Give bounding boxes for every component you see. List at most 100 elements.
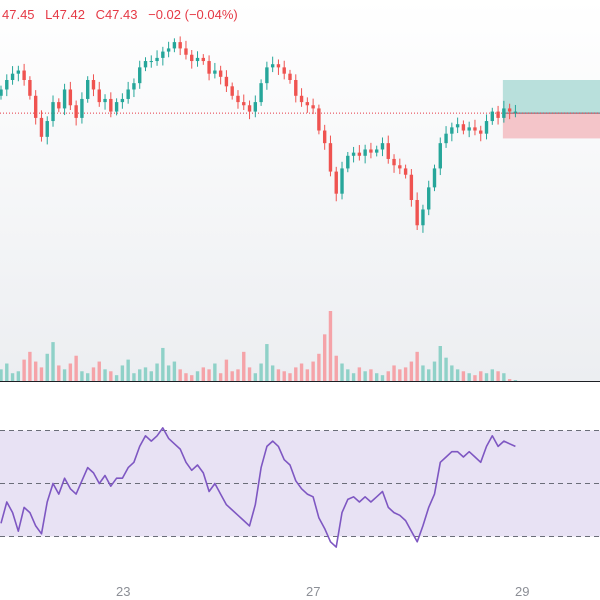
candle-body	[311, 105, 315, 109]
volume-bar	[120, 365, 125, 381]
volume-bar	[155, 363, 159, 381]
volume-bar	[97, 361, 101, 381]
volume-bar	[502, 373, 506, 381]
candle-body	[455, 124, 460, 128]
ohlc-legend: 47.45 L47.42 C47.43 −0.02 (−0.04%)	[2, 7, 245, 22]
candle-body	[97, 89, 101, 103]
volume-bar	[328, 311, 333, 381]
volume-bar	[62, 369, 67, 381]
candle-body	[375, 149, 379, 153]
candle-body	[86, 80, 90, 99]
volume-bar	[126, 359, 130, 381]
volume-bar	[415, 351, 419, 381]
volume-bar	[473, 375, 477, 381]
candle-body	[91, 80, 96, 90]
volume-bar	[16, 371, 21, 381]
rsi-chart[interactable]	[0, 382, 600, 577]
candle-body	[201, 57, 205, 62]
candle-body	[438, 143, 442, 169]
candle-body	[369, 149, 373, 153]
candle-body	[149, 61, 153, 63]
price-pane[interactable]: 47.45 L47.42 C47.43 −0.02 (−0.04%)	[0, 0, 600, 382]
volume-bar	[91, 367, 96, 381]
candle-body	[461, 124, 466, 131]
candle-body	[259, 83, 263, 103]
volume-bar	[479, 371, 483, 381]
rsi-pane[interactable]	[0, 382, 600, 577]
volume-bar	[224, 359, 229, 381]
candle-body	[28, 80, 32, 96]
candle-body	[103, 98, 107, 103]
volume-bar	[409, 361, 414, 381]
volume-bar	[114, 375, 119, 381]
price-chart[interactable]	[0, 0, 600, 382]
candle-body	[207, 61, 211, 74]
candle-body	[507, 108, 512, 112]
volume-bar	[375, 373, 379, 381]
volume-bar	[57, 365, 61, 381]
volume-bar	[282, 371, 286, 381]
candle-body	[178, 42, 182, 49]
candle-body	[172, 42, 177, 49]
candle-body	[138, 67, 142, 84]
volume-bar	[86, 373, 90, 381]
candle-body	[247, 105, 252, 112]
candle-body	[380, 143, 385, 150]
candle-body	[253, 102, 258, 112]
candle-body	[16, 70, 21, 74]
volume-bar	[455, 369, 460, 381]
volume-bar	[109, 371, 113, 381]
volume-bar	[0, 369, 3, 381]
volume-bar	[340, 363, 344, 381]
candle-body	[74, 105, 78, 118]
candle-body	[334, 171, 338, 194]
candle-body	[265, 67, 269, 84]
volume-bar	[201, 367, 205, 381]
volume-bar	[507, 379, 512, 381]
candle-body	[230, 86, 234, 96]
candle-body	[184, 48, 188, 55]
volume-bar	[172, 361, 177, 381]
candle-body	[328, 143, 333, 172]
candle-body	[270, 64, 275, 68]
volume-bar	[166, 365, 171, 381]
rsi-line	[0, 427, 516, 548]
profit-zone	[502, 80, 600, 114]
volume-bar	[253, 373, 258, 381]
candle-body	[282, 67, 286, 74]
volume-bar	[5, 363, 9, 381]
volume-bar	[51, 342, 55, 381]
candle-body	[288, 73, 292, 80]
candle-body	[126, 89, 130, 99]
volume-bar	[207, 369, 211, 381]
volume-bar	[484, 373, 489, 381]
volume-bar	[74, 355, 78, 381]
candle-body	[317, 108, 321, 131]
candle-body	[432, 168, 437, 188]
volume-bar	[432, 361, 437, 381]
volume-bar	[236, 369, 240, 381]
volume-bar	[380, 375, 385, 381]
volume-bar	[346, 369, 350, 381]
volume-bar	[213, 363, 217, 381]
candle-body	[213, 70, 217, 74]
volume-bar	[190, 375, 194, 381]
volume-bar	[149, 371, 153, 381]
time-axis[interactable]: 23 27 29	[0, 577, 600, 600]
candle-body	[403, 168, 408, 175]
loss-zone	[502, 113, 600, 139]
volume-bar	[421, 365, 425, 381]
volume-bar	[161, 347, 165, 381]
pane-divider[interactable]	[0, 381, 600, 382]
volume-bar	[322, 334, 327, 381]
volume-bar	[143, 367, 148, 381]
volume-bar	[461, 371, 466, 381]
volume-bar	[398, 369, 402, 381]
volume-bar	[45, 353, 49, 381]
time-label-27: 27	[306, 584, 321, 599]
candle-body	[479, 130, 483, 134]
candle-body	[346, 155, 350, 169]
candle-body	[45, 121, 49, 137]
volume-bar	[242, 351, 246, 381]
candle-body	[62, 89, 67, 109]
